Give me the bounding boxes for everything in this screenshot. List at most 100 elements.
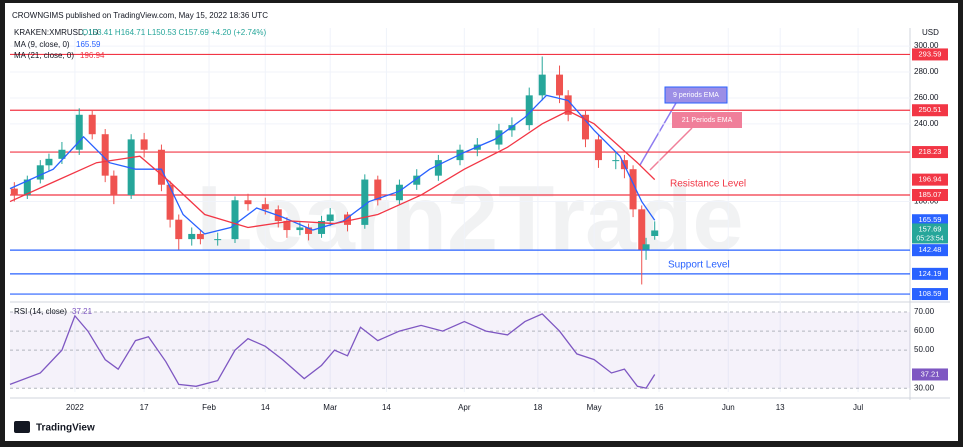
level-label-box: [912, 48, 948, 61]
candle-body: [88, 114, 96, 135]
candle-body: [45, 158, 53, 166]
legend-value: 165.59: [76, 40, 101, 49]
candle-body: [594, 139, 602, 161]
rsi-value: 37.21: [72, 307, 93, 316]
x-tick-label: 18: [533, 403, 542, 412]
x-tick-label: Feb: [202, 403, 216, 412]
arrow: [649, 127, 693, 171]
x-tick-label: 14: [382, 403, 391, 412]
x-tick-label: 16: [655, 403, 664, 412]
candle-body: [434, 160, 442, 176]
candle-body: [413, 175, 421, 185]
y-tick-label: 70.00: [914, 307, 935, 316]
arrow: [639, 102, 677, 166]
x-tick-label: Apr: [458, 403, 471, 412]
candle-body: [101, 134, 109, 176]
x-tick-label: Jun: [722, 403, 735, 412]
y-tick-label: 280.00: [914, 67, 939, 76]
candle-body: [36, 165, 44, 180]
candle-body: [395, 184, 403, 201]
annotation-box: [664, 86, 728, 104]
level-label: 124.19: [919, 269, 942, 278]
countdown: 05:23:54: [916, 235, 943, 242]
y-tick-label: 300.00: [914, 41, 939, 50]
x-tick-label: 2022: [66, 403, 84, 412]
level-label-box: [912, 267, 948, 280]
level-label: 218.23: [919, 147, 942, 156]
watermark: Learn2Trade: [196, 167, 743, 269]
level-label-box: [912, 288, 948, 301]
y-tick-label: 30.00: [914, 383, 935, 392]
candle-body: [157, 149, 165, 185]
level-label: 293.59: [919, 49, 942, 58]
candle-body: [612, 160, 620, 162]
candle-body: [283, 220, 291, 231]
level-label: 185.07: [919, 190, 942, 199]
ma-axis-label-box: [912, 214, 948, 227]
price-box: [912, 223, 948, 244]
candle-body: [75, 114, 83, 150]
level-label: 250.51: [919, 105, 942, 114]
candle-body: [214, 239, 222, 241]
candle-body: [556, 74, 564, 96]
candle-body: [188, 233, 196, 240]
x-tick-label: 14: [261, 403, 270, 412]
y-tick-label: 240.00: [914, 119, 939, 128]
level-label-box: [912, 244, 948, 257]
candle-body: [581, 114, 589, 140]
candle-body: [344, 214, 351, 225]
candle-body: [374, 179, 382, 201]
rsi-axis-label: 37.21: [921, 369, 940, 378]
candle-body: [110, 175, 118, 196]
legend-value: 196.94: [80, 51, 105, 60]
candle-body: [651, 230, 659, 237]
candle-body: [525, 95, 533, 126]
ohlc: O153.41 H164.71 L150.53 C157.69 +4.20 (+…: [82, 28, 266, 37]
x-tick-label: Jul: [853, 403, 863, 412]
candle-body: [140, 139, 148, 150]
ma-line: [9, 110, 656, 229]
legend-name: MA (21, close, 0): [14, 51, 74, 60]
y-tick-label: 50.00: [914, 345, 935, 354]
y-tick-label: 260.00: [914, 93, 939, 102]
candle-body: [538, 74, 546, 96]
ma-axis-label: 165.59: [919, 215, 942, 224]
currency: USD: [922, 28, 939, 37]
legend-name: MA (9, close, 0): [14, 40, 70, 49]
x-tick-label: Mar: [323, 403, 337, 412]
annotation: Support Level: [668, 260, 730, 271]
ma-line: [9, 94, 656, 235]
annotation: 9 periods EMA: [673, 92, 719, 99]
logo: [14, 421, 30, 433]
x-tick-label: May: [587, 403, 602, 412]
level-label: 142.48: [919, 245, 942, 254]
candle-body: [642, 244, 650, 250]
candle-body: [196, 233, 204, 240]
level-label-box: [912, 188, 948, 201]
footer: TradingView: [36, 423, 95, 434]
level-label-box: [912, 104, 948, 117]
candle-body: [231, 200, 239, 240]
candle-body: [23, 179, 31, 196]
x-tick-label: 13: [776, 403, 785, 412]
ma-axis-label: 196.94: [919, 175, 942, 184]
x-tick-label: 17: [140, 403, 149, 412]
candle-body: [127, 139, 135, 196]
ma-axis-label-box: [912, 173, 948, 186]
candle-body: [629, 169, 637, 210]
annotation: Resistance Level: [670, 179, 746, 190]
rsi-axis-label-box: [912, 368, 948, 381]
annotation-box: [672, 112, 742, 128]
rsi-line: [9, 313, 656, 389]
candle-body: [58, 149, 66, 159]
rsi-title: RSI (14, close): [14, 307, 67, 316]
publisher: CROWNGIMS published on TradingView.com, …: [12, 11, 268, 20]
y-tick-label: 180.00: [914, 197, 939, 206]
candle-body: [261, 204, 269, 210]
candle-body: [305, 227, 313, 234]
candle-body: [296, 227, 304, 231]
candle-body: [175, 219, 183, 240]
last-price: 157.69: [919, 224, 942, 233]
